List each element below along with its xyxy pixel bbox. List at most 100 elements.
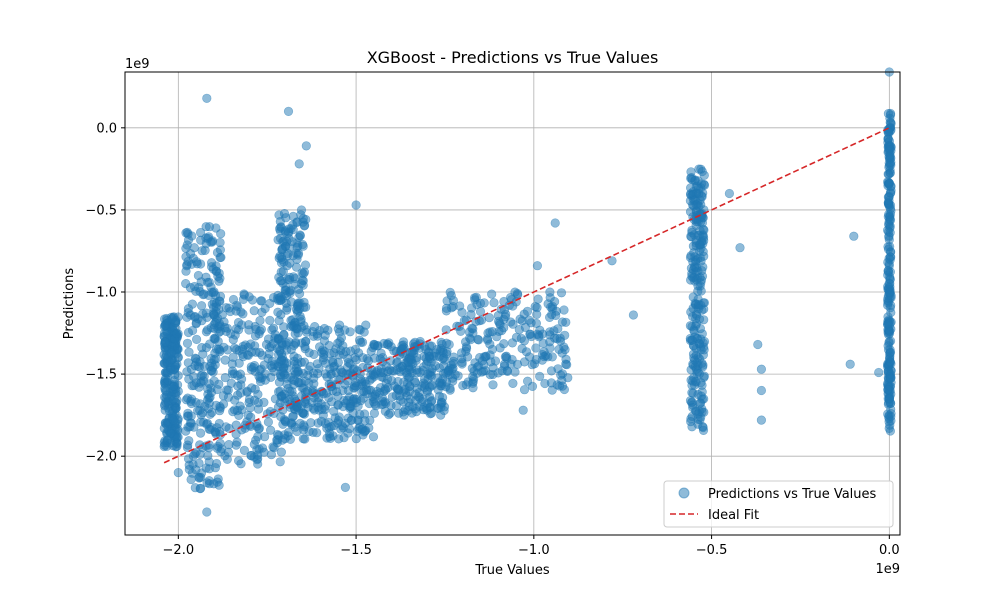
scatter-point: [692, 357, 702, 368]
scatter-point: [298, 408, 308, 418]
scatter-point: [209, 334, 219, 344]
scatter-point: [356, 337, 366, 347]
scatter-point: [282, 305, 292, 315]
y-axis-offset-label: 1e9: [125, 57, 150, 72]
scatter-point: [203, 451, 213, 461]
scatter-point: [273, 295, 284, 306]
scatter-point: [197, 246, 207, 256]
scatter-point: [724, 188, 735, 199]
scatter-point: [207, 366, 217, 376]
scatter-point: [250, 331, 261, 341]
scatter-point: [202, 507, 212, 517]
scatter-point: [426, 357, 436, 367]
scatter-point: [381, 361, 391, 371]
scatter-point: [160, 440, 170, 450]
scatter-point: [697, 380, 707, 390]
scatter-point: [336, 333, 347, 343]
scatter-point: [512, 288, 523, 299]
scatter-point: [354, 324, 364, 335]
scatter-point: [246, 412, 256, 422]
scatter-point: [221, 326, 231, 337]
scatter-point: [184, 347, 194, 357]
scatter-point: [292, 307, 303, 317]
scatter-point: [192, 334, 202, 345]
scatter-point: [735, 243, 745, 253]
scatter-point: [410, 337, 420, 347]
scatter-point: [556, 370, 566, 380]
scatter-point: [203, 277, 213, 288]
scatter-point: [209, 309, 219, 320]
scatter-point: [252, 421, 262, 431]
scatter-point: [506, 359, 516, 369]
scatter-point: [256, 296, 266, 306]
scatter-point: [283, 106, 294, 116]
scatter-point: [448, 295, 459, 306]
scatter-point: [468, 324, 478, 334]
scatter-point: [181, 279, 191, 289]
scatter-point: [457, 359, 467, 369]
scatter-point: [539, 351, 549, 362]
scatter-point: [885, 241, 895, 252]
scatter-point: [376, 368, 386, 378]
x-tick-label: −0.5: [696, 543, 728, 558]
scatter-point: [335, 320, 345, 330]
scatter-point: [369, 408, 380, 418]
scatter-point: [883, 169, 893, 179]
scatter-point: [182, 338, 193, 348]
scatter-point: [352, 394, 362, 404]
scatter-point: [209, 354, 219, 365]
x-axis-title: True Values: [474, 563, 549, 578]
scatter-point: [292, 324, 303, 334]
scatter-point: [507, 338, 518, 348]
scatter-point: [526, 331, 537, 342]
scatter-point: [231, 440, 241, 450]
scatter-point: [279, 209, 290, 219]
scatter-point: [296, 314, 306, 325]
scatter-point: [487, 289, 497, 299]
scatter-point: [345, 327, 355, 337]
scatter-point: [699, 342, 709, 352]
scatter-point: [236, 388, 246, 398]
scatter-point: [686, 173, 697, 183]
scatter-point: [466, 334, 476, 345]
scatter-point: [694, 184, 704, 194]
scatter-point: [320, 404, 330, 415]
scatter-point: [211, 400, 221, 411]
scatter-point: [535, 325, 545, 335]
chart-title: XGBoost - Predictions vs True Values: [367, 48, 659, 67]
scatter-point: [445, 370, 455, 380]
scatter-point: [697, 166, 707, 177]
scatter-point: [448, 356, 459, 366]
scatter-point: [535, 371, 545, 382]
scatter-point: [554, 344, 564, 355]
scatter-point: [280, 226, 291, 236]
scatter-point: [698, 247, 708, 257]
scatter-point: [210, 290, 221, 300]
scatter-point: [455, 301, 465, 311]
scatter-point: [277, 243, 288, 254]
scatter-point: [514, 325, 524, 335]
scatter-point: [691, 267, 701, 277]
scatter-point: [405, 372, 415, 382]
scatter-point: [315, 342, 325, 352]
scatter-point: [326, 382, 337, 392]
scatter-point: [695, 398, 705, 408]
scatter-point: [184, 460, 194, 470]
scatter-point: [403, 357, 413, 367]
scatter-point: [339, 395, 349, 406]
scatter-point: [290, 422, 300, 432]
scatter-point: [224, 303, 234, 313]
scatter-point: [524, 352, 535, 362]
scatter-point: [254, 365, 265, 375]
scatter-point: [168, 384, 178, 394]
scatter-point: [394, 384, 404, 395]
scatter-point: [288, 251, 298, 261]
scatter-point: [508, 378, 518, 389]
scatter-point: [172, 329, 182, 339]
scatter-point: [699, 304, 709, 314]
scatter-point: [686, 417, 696, 427]
scatter-point: [510, 367, 520, 377]
scatter-point: [688, 402, 698, 413]
scatter-point: [698, 231, 708, 241]
y-tick-label: −2.0: [85, 450, 117, 465]
